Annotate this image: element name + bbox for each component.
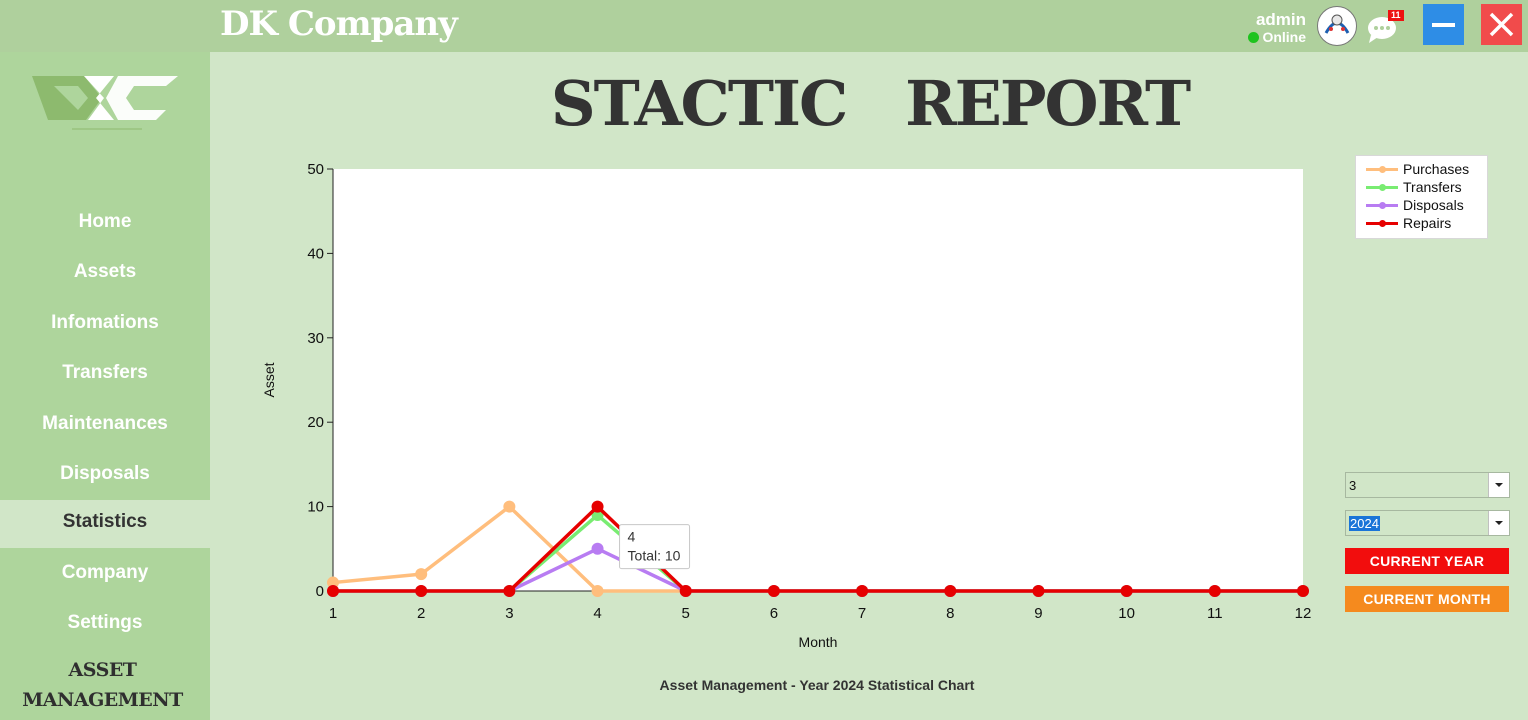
legend-label: Purchases [1403,161,1470,177]
y-tick-label: 10 [307,499,324,516]
data-point-repairs [503,585,516,597]
x-tick-label: 7 [858,605,866,622]
sidebar-item-disposals[interactable]: Disposals [60,463,150,484]
sidebar-footer-line2: MANAGEMENT [22,689,183,711]
sidebar-footer-line1: ASSET [68,659,137,681]
y-tick-label: 30 [307,330,324,347]
chart-caption: Asset Management - Year 2024 Statistical… [659,677,975,693]
y-tick-label: 0 [316,583,324,600]
y-tick-label: 40 [307,245,324,262]
data-point-repairs [591,500,604,513]
minimize-button[interactable] [1423,4,1464,45]
x-tick-label: 2 [417,605,425,622]
y-tick-label: 20 [307,414,324,431]
legend-label: Disposals [1403,197,1464,213]
x-tick-label: 5 [682,605,690,622]
legend-marker-icon [1379,184,1386,191]
data-point-repairs [767,585,780,597]
avatar-icon [1319,8,1355,44]
data-point-repairs [415,585,428,597]
year-select-arrow[interactable] [1488,511,1509,535]
sidebar-item-maintenances[interactable]: Maintenances [42,413,168,434]
avatar[interactable] [1317,6,1357,46]
month-select[interactable]: 3 [1345,472,1510,498]
data-point-repairs [327,585,339,597]
data-point-transfers [591,509,604,522]
current-month-button[interactable]: CURRENT MONTH [1345,586,1509,612]
x-tick-label: 4 [593,605,601,622]
close-button[interactable] [1481,4,1522,45]
data-point-repairs [856,585,869,597]
messages-button[interactable]: 11 [1366,10,1404,46]
user-status-label: Online [1262,29,1306,45]
x-tick-label: 3 [505,605,513,622]
sidebar-item-transfers[interactable]: Transfers [62,362,148,383]
x-tick-label: 1 [329,605,337,622]
chevron-down-icon [1495,521,1503,525]
tooltip-title: 4 [628,529,636,545]
data-point-purchases [415,568,428,581]
sidebar-item-informations[interactable]: Infomations [51,312,159,333]
app-title: DK Company [220,4,458,44]
x-tick-label: 8 [946,605,954,622]
company-logo [26,62,186,142]
sidebar-footer: ASSET MANAGEMENT [0,655,205,715]
x-tick-label: 6 [770,605,778,622]
close-icon [1489,12,1514,37]
legend-marker-icon [1379,202,1386,209]
data-point-repairs [1032,585,1045,597]
year-select-value: 2024 [1349,516,1380,531]
data-point-repairs [1208,585,1221,597]
legend-label: Transfers [1403,179,1462,195]
data-point-repairs [1297,585,1309,597]
month-select-arrow[interactable] [1488,473,1509,497]
x-tick-label: 11 [1207,605,1223,622]
year-select[interactable]: 2024 [1345,510,1510,536]
data-point-disposals [591,542,604,555]
data-point-purchases [327,576,339,589]
chart-legend: Purchases Transfers Disposals Repairs [1355,155,1488,239]
user-name: admin [1255,10,1306,29]
chart-tooltip [619,524,691,570]
data-point-repairs [679,585,692,597]
x-tick-label: 9 [1034,605,1042,622]
tooltip-total: Total: 10 [628,548,681,564]
sidebar-item-assets[interactable]: Assets [73,261,137,282]
month-select-value: 3 [1349,478,1357,493]
online-status-icon [1248,32,1260,43]
sidebar-item-statistics[interactable]: Statistics [0,500,210,548]
series-line-repairs [333,504,1303,593]
x-tick-label: 10 [1118,605,1135,622]
sidebar-item-home[interactable]: Home [78,211,132,232]
sidebar-item-settings[interactable]: Settings [67,612,143,633]
y-tick-label: 50 [307,161,324,178]
chat-bubble-icon [1368,17,1396,43]
data-point-repairs [1120,585,1133,597]
data-point-repairs [944,585,957,597]
notification-count-badge: 11 [1388,10,1404,21]
chevron-down-icon [1495,483,1503,487]
sidebar-item-company[interactable]: Company [61,562,149,583]
plot-area [333,169,1303,591]
x-tick-label: 12 [1295,605,1312,622]
legend-marker-icon [1379,220,1386,227]
company-logo-icon [32,76,178,130]
title-bar: DK Company admin Online 11 [0,0,1528,52]
user-status: Online [1248,29,1306,45]
minimize-icon [1432,23,1455,27]
sidebar: Home Assets Infomations Transfers Mainte… [0,52,210,720]
x-axis-label: Month [799,634,838,650]
data-point-purchases [503,500,516,513]
y-axis-label: Asset [261,362,277,397]
legend-label: Repairs [1403,215,1452,231]
current-year-button[interactable]: CURRENT YEAR [1345,548,1509,574]
report-title: STACTIC REPORT [550,67,1191,140]
legend-marker-icon [1379,166,1386,173]
data-point-purchases [591,585,604,597]
